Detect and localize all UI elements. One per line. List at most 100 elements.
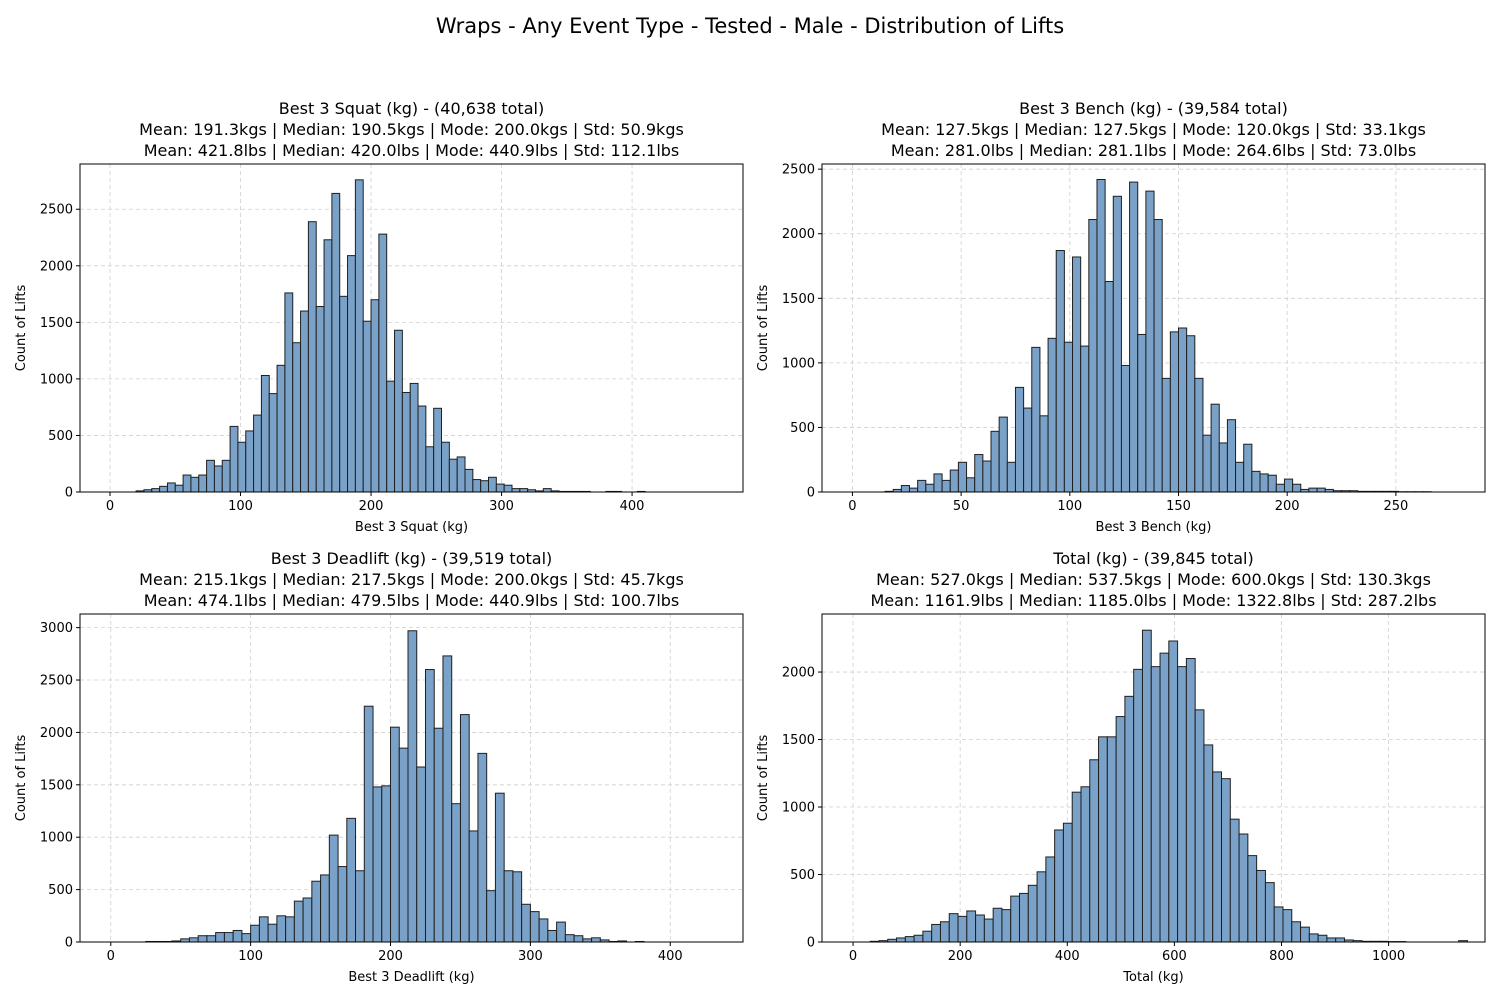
chart-subtitle-lbs: Mean: 1161.9lbs | Median: 1185.0lbs | Mo…: [870, 591, 1437, 610]
histogram-bar: [1071, 791, 1082, 943]
x-tick-label: 100: [228, 499, 253, 514]
histogram-bar: [1019, 892, 1029, 943]
histogram-bar: [1247, 855, 1258, 943]
y-tick-label: 1500: [40, 316, 73, 331]
chart-title: Best 3 Deadlift (kg) - (39,519 total): [270, 549, 553, 568]
histogram-bar: [1282, 909, 1293, 943]
x-axis-label: Best 3 Deadlift (kg): [348, 970, 474, 985]
histogram-bar: [1212, 771, 1223, 943]
x-axis-label: Best 3 Squat (kg): [355, 520, 468, 535]
y-tick-label: 500: [48, 429, 73, 444]
histogram-bar: [1150, 666, 1161, 943]
chart-subtitle-kg: Mean: 127.5kgs | Median: 127.5kgs | Mode…: [881, 120, 1426, 139]
histogram-bar: [1133, 668, 1143, 943]
y-tick-label: 1000: [40, 831, 73, 846]
histogram-bar: [1238, 833, 1249, 943]
histogram-bar: [1168, 640, 1179, 943]
histogram-bar: [1062, 822, 1073, 943]
histogram-bar: [1317, 934, 1328, 943]
histogram-bar: [1177, 666, 1187, 943]
y-tick-label: 2500: [40, 674, 73, 689]
y-tick-label: 500: [790, 868, 815, 883]
x-tick-label: 0: [848, 499, 856, 514]
x-tick-label: 400: [658, 949, 683, 964]
chart-subtitle-kg: Mean: 215.1kgs | Median: 217.5kgs | Mode…: [139, 570, 684, 589]
histogram-bar: [1001, 909, 1012, 943]
y-tick-label: 500: [48, 883, 73, 898]
chart-title: Best 3 Squat (kg) - (40,638 total): [278, 99, 545, 118]
x-tick-label: 0: [849, 949, 857, 964]
histogram-bar: [913, 934, 924, 943]
chart-title: Best 3 Bench (kg) - (39,584 total): [1019, 99, 1288, 118]
histogram-bar: [1326, 937, 1337, 943]
y-tick-label: 1000: [40, 372, 73, 387]
histogram-bar: [1203, 744, 1214, 943]
histogram-bar: [939, 921, 950, 943]
histogram-bar: [1054, 829, 1064, 943]
histogram-bar: [992, 907, 1003, 943]
x-tick-label: 800: [1269, 949, 1294, 964]
x-tick-label: 400: [620, 499, 645, 514]
histogram-bar: [931, 923, 941, 943]
x-tick-label: 600: [1162, 949, 1187, 964]
x-tick-label: 100: [238, 949, 263, 964]
histogram-bar: [975, 914, 985, 943]
x-tick-label: 50: [953, 499, 970, 514]
histogram-bar: [948, 913, 959, 943]
y-tick-label: 0: [807, 486, 815, 501]
y-tick-label: 2000: [782, 227, 815, 242]
x-tick-label: 300: [518, 949, 543, 964]
histogram-bar: [1185, 658, 1196, 943]
y-axis-label: Count of Lifts: [756, 735, 771, 822]
x-axis-label: Total (kg): [1122, 970, 1183, 985]
y-tick-label: 2000: [40, 259, 73, 274]
x-axis-label: Best 3 Bench (kg): [1096, 520, 1212, 535]
x-tick-label: 200: [1275, 499, 1300, 514]
plot-frame: [79, 613, 744, 943]
y-tick-label: 1500: [782, 733, 815, 748]
histogram-bar: [1010, 895, 1021, 943]
histogram-bar: [957, 915, 968, 943]
x-tick-label: 400: [1055, 949, 1080, 964]
y-tick-label: 2000: [40, 726, 73, 741]
chart-title: Total (kg) - (39,845 total): [1053, 549, 1254, 568]
x-tick-label: 150: [1166, 499, 1191, 514]
plot-frame: [821, 613, 1486, 943]
histogram-bar: [1115, 716, 1126, 943]
y-tick-label: 3000: [40, 621, 73, 636]
x-tick-label: 200: [378, 949, 403, 964]
histogram-bar: [983, 918, 994, 943]
y-axis-label: Count of Lifts: [14, 735, 29, 822]
x-tick-label: 0: [106, 499, 114, 514]
y-tick-label: 1000: [782, 356, 815, 371]
x-tick-label: 200: [948, 949, 973, 964]
histogram-bar: [1106, 736, 1117, 943]
histogram-bar: [1045, 856, 1056, 943]
histogram-bar: [1098, 736, 1108, 943]
y-tick-label: 2500: [40, 203, 73, 218]
y-axis-label: Count of Lifts: [14, 285, 29, 372]
histogram-bar: [1229, 818, 1240, 943]
histogram-bar: [1256, 869, 1266, 943]
y-tick-label: 2000: [782, 666, 815, 681]
x-tick-label: 0: [107, 949, 115, 964]
histogram-bar: [1308, 933, 1319, 943]
x-tick-label: 250: [1383, 499, 1408, 514]
y-tick-label: 0: [65, 486, 73, 501]
histogram-bar: [1335, 937, 1345, 943]
figure-title: Wraps - Any Event Type - Tested - Male -…: [435, 14, 1065, 38]
histogram-bar: [966, 910, 977, 943]
y-tick-label: 1500: [782, 292, 815, 307]
chart-subtitle-lbs: Mean: 474.1lbs | Median: 479.5lbs | Mode…: [143, 591, 680, 610]
y-tick-label: 1500: [40, 778, 73, 793]
histogram-bar: [1089, 759, 1100, 943]
x-tick-label: 200: [359, 499, 384, 514]
histogram-bar: [1300, 926, 1310, 943]
y-tick-label: 500: [790, 421, 815, 436]
histogram-bar: [1194, 709, 1205, 943]
histogram-bar: [922, 930, 933, 943]
plot-frame: [821, 163, 1486, 493]
